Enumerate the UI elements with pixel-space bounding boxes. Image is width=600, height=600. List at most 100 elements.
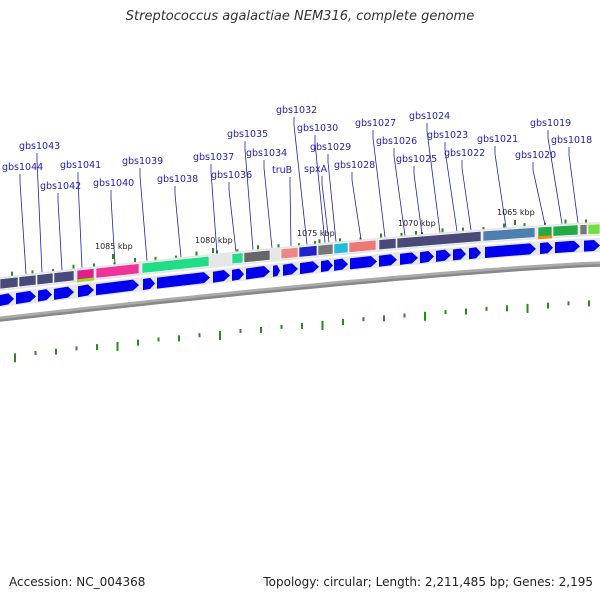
gene-label-gbs1039: gbs1039: [122, 156, 163, 167]
leader-line: [139, 175, 148, 261]
forward-gene-23: [485, 243, 536, 258]
gene-label-gbs1044: gbs1044: [2, 162, 43, 173]
leader-line: [461, 167, 472, 231]
genome-summary-text: Topology: circular; Length: 2,211,485 bp…: [263, 575, 593, 589]
leader-line: [263, 167, 273, 248]
backbone-shadow: [0, 261, 600, 322]
gene-label-gbs1034: gbs1034: [246, 148, 287, 159]
reverse-gene-13: [348, 239, 377, 253]
leader-line: [36, 160, 43, 273]
reverse-gene-20: [587, 223, 600, 235]
reverse-gene-7: [231, 252, 244, 265]
reverse-gene-16: [482, 227, 536, 242]
kbp-marker-label: 1075 kbp: [297, 229, 335, 238]
kbp-marker-label: 1085 kbp: [95, 242, 133, 251]
reverse-gene-12: [333, 242, 349, 255]
gc-content-ticks: [14, 300, 590, 363]
gene-label-gbs1022: gbs1022: [444, 148, 485, 159]
gene-labels: gbs1044 gbs1043 gbs1042 gbs1041 gbs1040 gbs10…: [2, 105, 592, 192]
reverse-gene-5: [95, 263, 140, 279]
forward-gene-22: [469, 247, 481, 260]
forward-gene-2: [38, 289, 52, 302]
gene-label-gbs1024: gbs1024: [409, 111, 450, 122]
reverse-gene-1: [18, 274, 37, 288]
gene-label-gbs1043: gbs1043: [19, 141, 60, 152]
forward-gene-6: [143, 277, 155, 291]
forward-gene-12: [283, 263, 298, 276]
leader-line: [393, 155, 406, 236]
genome-title: Streptococcus agalactiae NEM316, complet…: [125, 9, 475, 24]
forward-gene-21: [453, 248, 466, 261]
reverse-gene-6: [141, 255, 210, 274]
label-lines: [19, 117, 579, 275]
forward-gene-24: [540, 242, 553, 255]
leader-line: [372, 137, 386, 238]
leader-line: [228, 189, 237, 252]
forward-gene-16: [350, 255, 377, 270]
leader-line: [351, 179, 362, 240]
forward-gene-14: [321, 259, 333, 273]
leader-line: [494, 153, 507, 228]
leader-line: [174, 193, 182, 258]
gene-label-gbs1018: gbs1018: [551, 135, 592, 146]
gene-label-gbs1027: gbs1027: [355, 118, 396, 129]
forward-gene-1: [16, 290, 36, 305]
gene-label-gbs1025: gbs1025: [396, 154, 437, 165]
forward-gene-13: [300, 261, 319, 275]
gene-label-gbs1041: gbs1041: [60, 160, 101, 171]
forward-gene-18: [400, 252, 418, 265]
forward-gene-17: [379, 254, 397, 267]
gene-label-spxA: spxA: [304, 164, 328, 175]
leader-line: [426, 130, 441, 233]
leader-line: [532, 169, 546, 225]
reverse-gene-14: [378, 237, 397, 251]
gene-label-gbs1029: gbs1029: [310, 142, 351, 153]
leader-line: [293, 124, 308, 245]
reverse-gene-11: [317, 243, 334, 256]
forward-gene-8: [213, 270, 230, 283]
gene-label-gbs1036: gbs1036: [211, 170, 252, 181]
accession-text: Accession: NC_004368: [9, 575, 146, 589]
leader-line: [210, 171, 218, 254]
gene-label-gbs1032: gbs1032: [276, 105, 317, 116]
forward-gene-7: [157, 272, 210, 289]
gene-label-gbs1037: gbs1037: [193, 152, 234, 163]
gene-label-gbs1040: gbs1040: [93, 178, 134, 189]
genome-backbone: [0, 261, 600, 322]
leader-line: [568, 154, 579, 223]
reverse-gene-3: [53, 270, 75, 284]
gene-label-gbs1035: gbs1035: [227, 129, 268, 140]
reverse-gene-9: [280, 246, 299, 260]
leader-line: [19, 181, 27, 275]
forward-gene-11: [273, 265, 280, 277]
reverse-gene-accent-0: [77, 277, 94, 283]
forward-gene-0: [0, 293, 14, 306]
gene-label-truB: truB: [272, 165, 292, 176]
reverse-gene-8: [243, 249, 271, 263]
gene-label-gbs1019: gbs1019: [530, 118, 571, 129]
reverse-gene-10: [298, 245, 318, 258]
kbp-marker-label: 1070 kbp: [398, 219, 436, 228]
forward-gene-10: [246, 266, 270, 280]
forward-strand-track: [0, 238, 600, 307]
leader-line: [413, 173, 423, 235]
leader-line: [110, 197, 116, 265]
forward-gene-25: [555, 240, 580, 254]
gene-label-gbs1021: gbs1021: [477, 134, 518, 145]
reverse-gene-2: [36, 272, 54, 286]
reverse-gene-0: [0, 276, 19, 290]
forward-gene-3: [54, 286, 74, 300]
leader-line: [327, 161, 337, 242]
forward-gene-15: [334, 258, 348, 271]
forward-gene-4: [78, 284, 94, 298]
reverse-gene-accent-1: [538, 235, 552, 240]
leader-line: [547, 137, 563, 224]
leader-line: [314, 142, 326, 243]
reverse-gene-18: [552, 224, 579, 237]
forward-gene-20: [436, 249, 451, 262]
reverse-gene-15: [396, 230, 482, 249]
leader-line: [244, 148, 254, 250]
reverse-gene-19: [579, 224, 588, 236]
gene-label-gbs1042: gbs1042: [40, 181, 81, 192]
